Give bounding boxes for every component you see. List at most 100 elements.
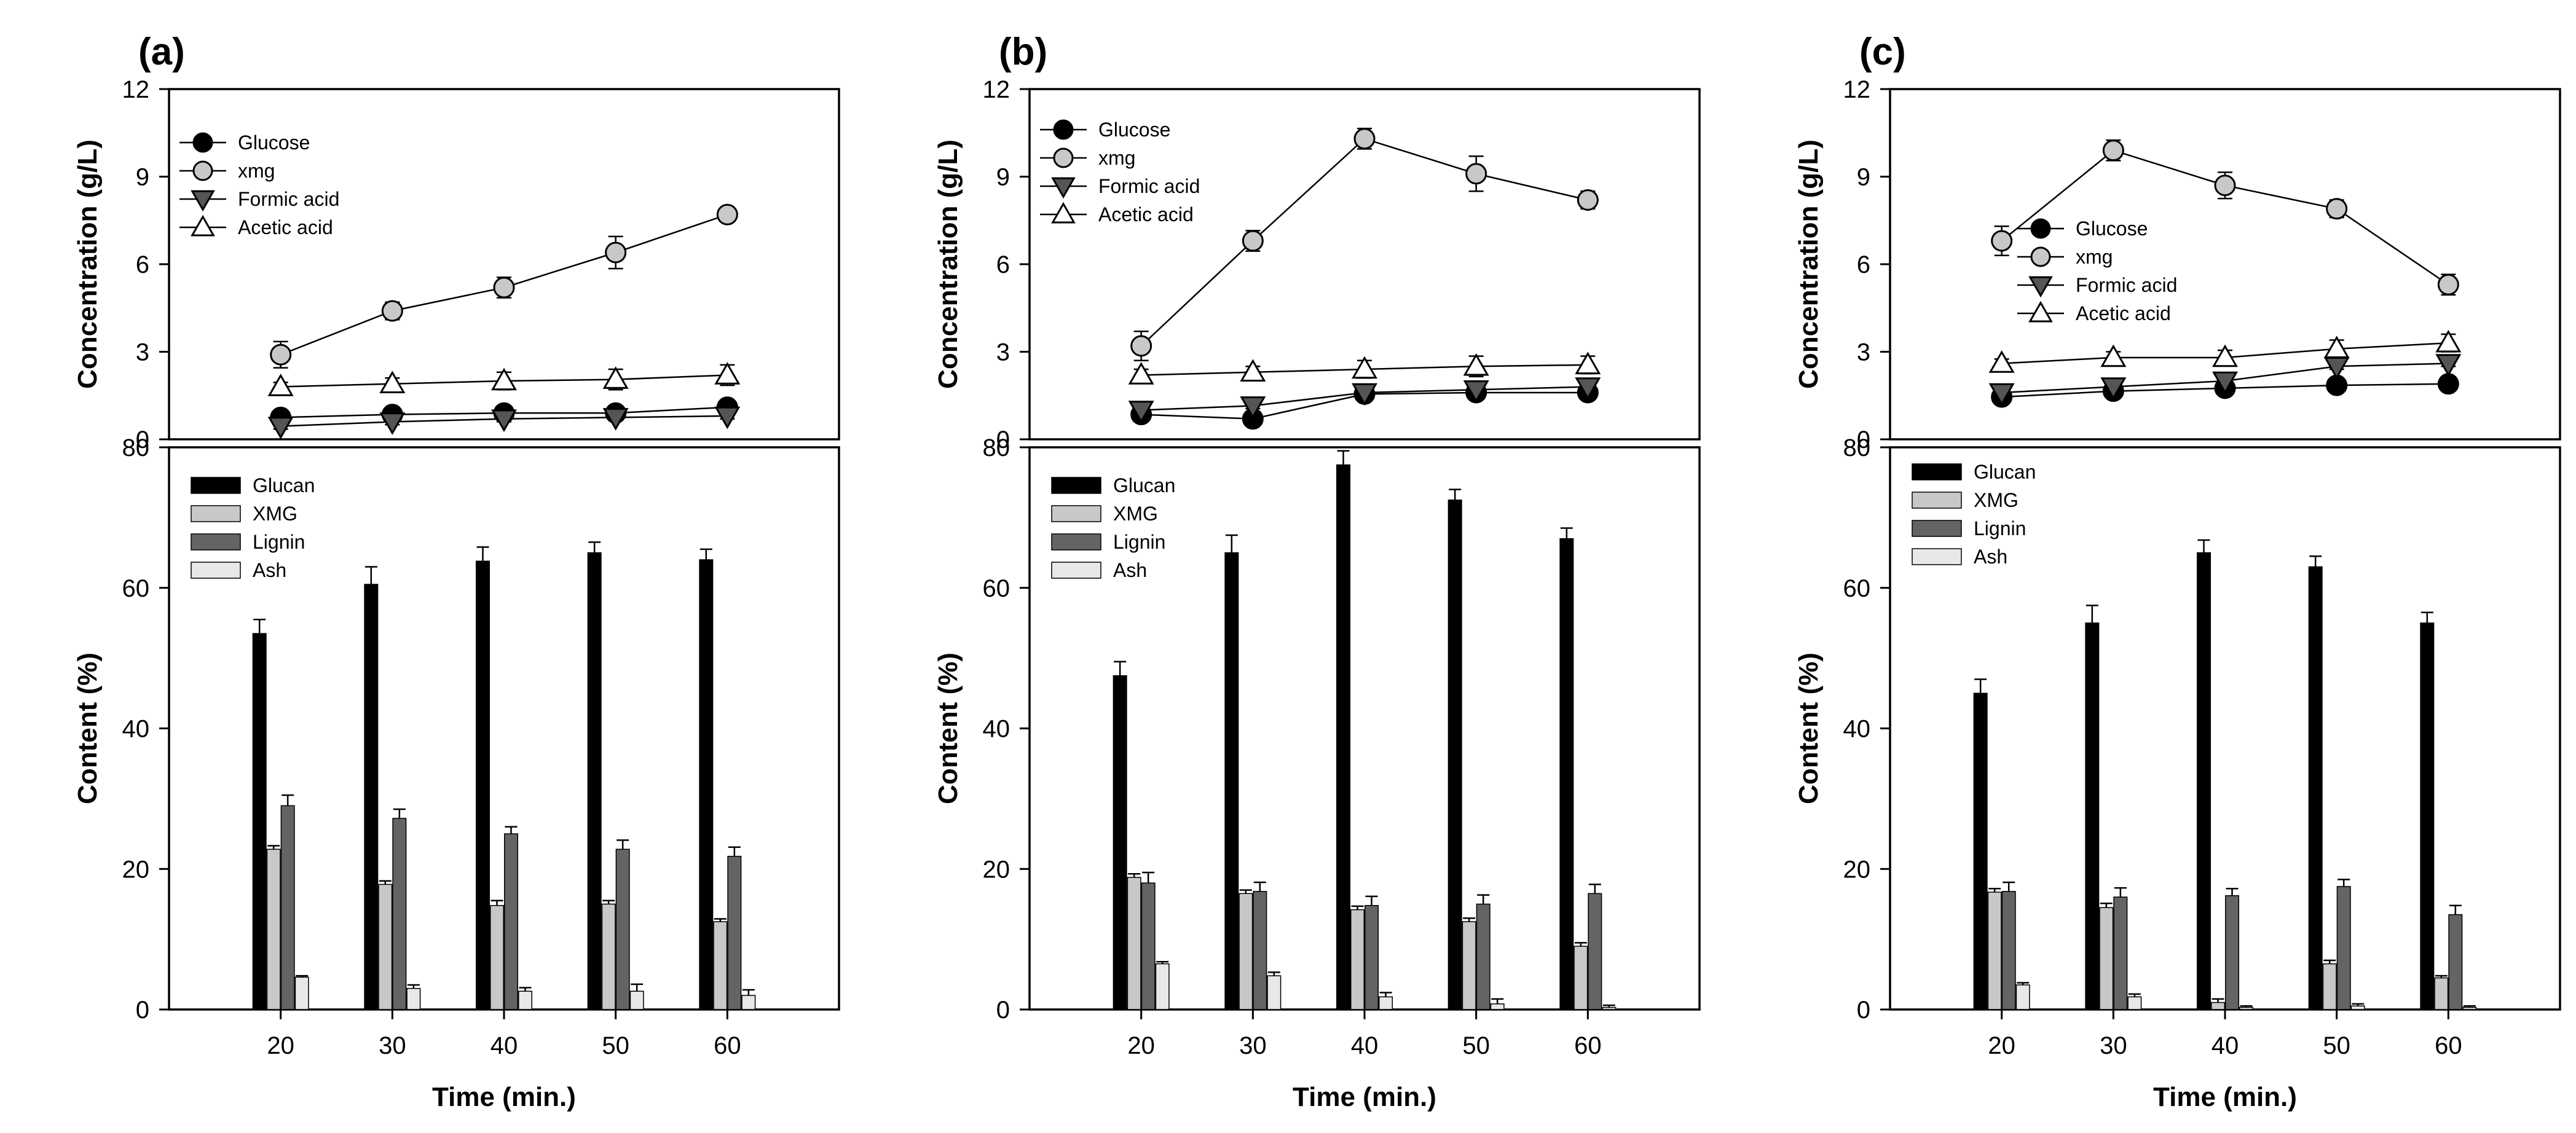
legend-marker [192, 160, 213, 181]
series-lignin [280, 794, 742, 1010]
y-tick-label: 60 [1843, 575, 1871, 602]
bar [476, 560, 490, 1010]
x-tick-label: 30 [379, 1032, 406, 1059]
data-point [1575, 351, 1601, 375]
data-point [2323, 335, 2350, 359]
y-axis-label: Concentration (g/L) [73, 139, 103, 389]
x-tick-label: 50 [602, 1032, 629, 1059]
legend-label: Formic acid [238, 188, 339, 210]
bar [1476, 903, 1491, 1010]
bar [2225, 895, 2239, 1010]
y-tick-label: 20 [1843, 856, 1871, 883]
bar [1127, 877, 1141, 1010]
panel-2-top-chart: (b) 0 3 6 9 12 Concentration (g/L) Glucose xmg Fo… [933, 31, 1701, 453]
data-point [270, 343, 292, 366]
y-tick-label: 0 [1857, 997, 1870, 1024]
legend: Glucose xmg Formic acid Acetic acid [1040, 119, 1200, 225]
legend-label: Ash [1113, 559, 1147, 581]
panel-3-bottom-chart: 0 20 40 60 80 Content (%) 20 30 40 50 60 Time (min.… [1794, 434, 2561, 1112]
series-glucan [1973, 539, 2435, 1010]
data-point [2435, 354, 2462, 377]
bar [2322, 963, 2337, 1010]
x-tick-label: 60 [1574, 1032, 1602, 1059]
y-tick-label: 0 [136, 426, 149, 453]
series-formic-acid [267, 406, 741, 440]
bar [1490, 1003, 1505, 1010]
x-tick-label: 20 [1988, 1032, 2015, 1059]
data-point [1130, 335, 1152, 357]
data-point [493, 276, 515, 299]
bar [2099, 907, 2114, 1010]
legend-label: Glucan [1974, 461, 2036, 483]
bar [2448, 914, 2463, 1010]
bar [2350, 1005, 2365, 1010]
legend-label: Formic acid [1098, 175, 1200, 197]
series-xmg [270, 203, 738, 369]
legend-marker [2028, 276, 2053, 298]
legend-marker [1053, 119, 1074, 140]
bar [1141, 882, 1156, 1010]
bar [1239, 893, 1253, 1010]
legend-marker [2030, 218, 2051, 239]
bar [1224, 552, 1239, 1010]
legend-swatch [1912, 548, 1962, 565]
legend-swatch [1051, 562, 1101, 579]
legend-label: Acetic acid [238, 216, 333, 238]
bar [2127, 996, 2142, 1010]
data-point [602, 408, 629, 431]
data-point [2102, 139, 2124, 162]
series-line [2001, 149, 2449, 286]
y-tick-label: 40 [1843, 716, 1871, 743]
bar [587, 552, 602, 1010]
bar [378, 884, 393, 1010]
series-xmg [1127, 873, 1588, 1010]
series-xmg [266, 845, 728, 1010]
legend-label: Glucan [1113, 474, 1175, 496]
x-tick-label: 20 [1127, 1032, 1155, 1059]
data-point [2437, 273, 2459, 296]
series-xmg [1987, 888, 2449, 1010]
bar [1365, 904, 1379, 1010]
bar [2113, 896, 2128, 1010]
y-tick-label: 6 [1857, 251, 1870, 278]
data-point [2212, 371, 2238, 394]
bar [601, 903, 616, 1010]
legend-marker [191, 190, 215, 212]
legend-label: Lignin [253, 531, 305, 553]
bar [280, 805, 295, 1010]
bar [2015, 984, 2030, 1010]
bar [727, 855, 742, 1010]
data-point [379, 412, 406, 435]
data-point [1463, 353, 1489, 376]
x-tick-label: 50 [1462, 1032, 1490, 1059]
bar [1574, 946, 1588, 1010]
data-point [491, 409, 517, 433]
y-tick-label: 9 [136, 164, 149, 191]
y-tick-label: 40 [983, 716, 1010, 743]
y-tick-label: 12 [983, 76, 1010, 103]
legend-marker [1051, 177, 1076, 199]
bar [1253, 891, 1267, 1010]
y-tick-label: 60 [122, 575, 150, 602]
bar [2211, 1002, 2225, 1010]
legend: Glucan XMG Lignin Ash [1051, 474, 1175, 581]
data-point [379, 370, 406, 394]
data-point [1128, 362, 1154, 385]
legend-label: Formic acid [2076, 274, 2177, 296]
data-point [2326, 198, 2348, 220]
series-acetic-acid [1128, 351, 1601, 385]
data-point [1240, 396, 1266, 419]
panel-letter: (a) [138, 31, 185, 73]
data-point [1465, 163, 1487, 185]
bar [518, 990, 532, 1010]
y-tick-label: 3 [1857, 339, 1870, 366]
bar [1602, 1006, 1617, 1010]
legend-label: XMG [1974, 489, 2019, 511]
x-axis-label: Time (min.) [432, 1082, 576, 1112]
legend-marker [192, 132, 213, 153]
bar [741, 995, 756, 1010]
bar [1448, 500, 1462, 1010]
x-tick-label: 30 [1239, 1032, 1267, 1059]
legend-label: xmg [1098, 147, 1135, 169]
y-tick-label: 80 [1843, 434, 1871, 461]
